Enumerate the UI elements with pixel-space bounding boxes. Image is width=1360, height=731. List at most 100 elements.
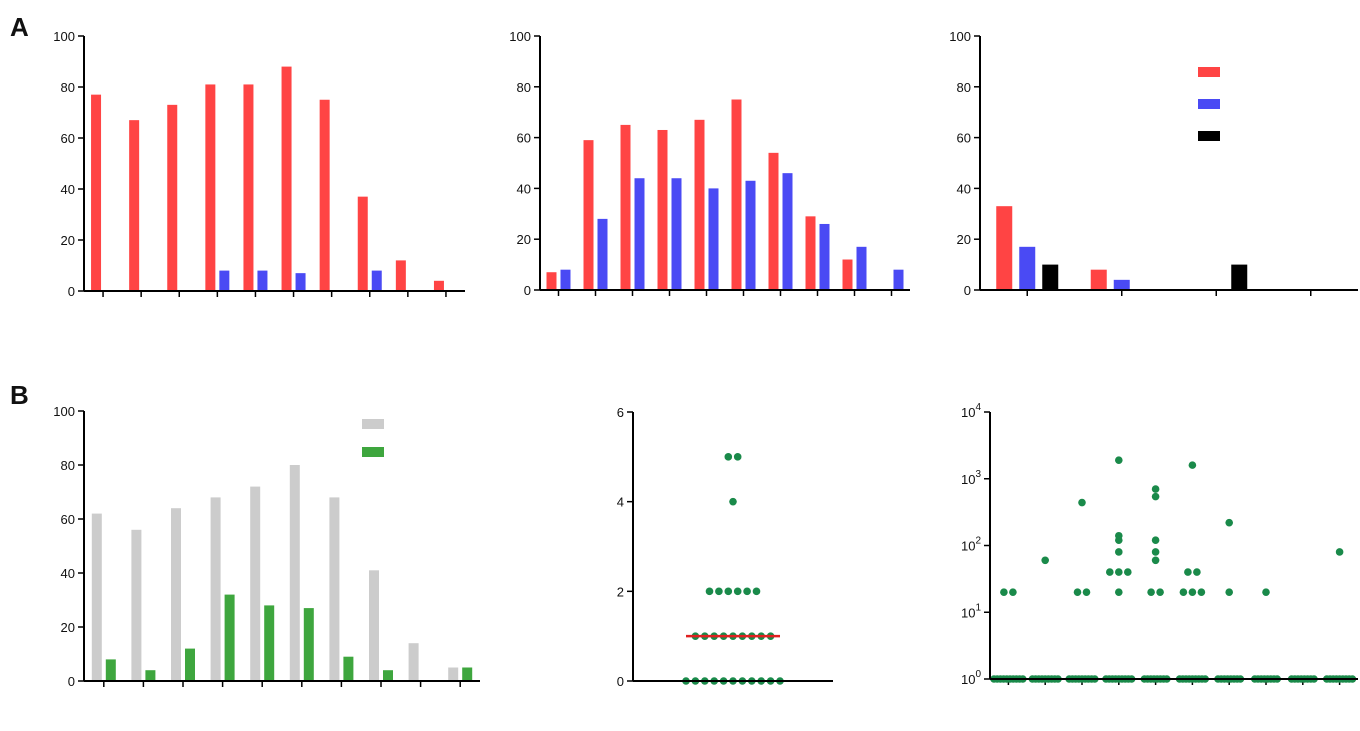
titers-point (1082, 588, 1091, 596)
nasal-bar-intranasal-vaccine (281, 66, 292, 291)
intranasal-bar-qpcr (250, 486, 261, 681)
nasal-bar-intranasal-vaccine (357, 196, 368, 291)
rectal-y-tick-label: 40 (957, 181, 971, 196)
rectal-legend-swatch (1198, 131, 1220, 141)
rectal-bar-tonsillar-vaccine (1113, 279, 1130, 290)
nasal-y-tick-label: 100 (53, 29, 75, 44)
duration-y-tick-label: 4 (617, 495, 624, 510)
tonsillar-bar-tonsillar-vaccine (782, 173, 793, 290)
titers-point (1000, 588, 1008, 596)
tonsillar-bar-tonsillar-vaccine (708, 188, 719, 290)
titers-y-tick-label-exp: 2 (975, 536, 981, 547)
titers-point (1115, 568, 1123, 576)
titers-y-tick-label: 102 (961, 536, 981, 554)
titers-y-tick-label-base: 10 (961, 672, 975, 687)
nasal-bar-intranasal-vaccine (205, 84, 216, 291)
intranasal-bar-qpcr (329, 497, 340, 681)
intranasal-bar-qpcr (171, 508, 181, 681)
titers-y-tick-label-exp: 1 (975, 602, 981, 613)
nasal-bar-intranasal-vaccine (319, 99, 330, 291)
tonsillar-y-tick-label: 40 (517, 181, 531, 196)
nasal-y-tick-label: 0 (68, 284, 75, 299)
titers-point (1151, 492, 1160, 501)
duration-y-tick-label: 2 (617, 584, 624, 599)
tonsillar-bar-tonsillar-vaccine (745, 180, 756, 290)
rectal-y-tick-label: 60 (957, 131, 971, 146)
tonsillar-y-tick-label: 0 (524, 283, 531, 298)
titers-point (1073, 588, 1082, 596)
titers-y-tick-label-base: 10 (961, 472, 975, 487)
intranasal-bar-virus-recovery (303, 608, 314, 681)
tonsillar-bar-intranasal-vaccine (731, 99, 742, 290)
titers-point (1225, 588, 1233, 596)
tonsillar-bar-tonsillar-vaccine (671, 178, 682, 290)
intranasal-y-tick-label: 40 (61, 566, 75, 581)
tonsillar-bar-tonsillar-vaccine (893, 269, 904, 290)
intranasal-bar-qpcr (408, 643, 419, 681)
tonsillar-y-tick-label: 60 (517, 131, 531, 146)
nasal-bar-intranasal-vaccine (129, 120, 140, 292)
titers-point (1225, 518, 1233, 527)
nasal-y-tick-label: 80 (61, 80, 75, 95)
titers-point (1335, 548, 1344, 556)
duration-point (733, 587, 742, 596)
titers-point (1078, 498, 1086, 507)
titers-point (1188, 588, 1197, 596)
titers-y-tick-label-base: 10 (961, 539, 975, 554)
intranasal-bar-virus-recovery (185, 648, 195, 681)
panel-label-a: A (10, 12, 29, 42)
nasal-bar-tonsillar-vaccine (219, 270, 230, 291)
duration-point (752, 587, 761, 596)
tonsillar-bar-tonsillar-vaccine (819, 223, 830, 290)
tonsillar-bar-intranasal-vaccine (805, 216, 816, 290)
rectal-y-tick-label: 80 (957, 80, 971, 95)
nasal-bar-intranasal-vaccine (167, 104, 178, 291)
nasal-bar-tonsillar-vaccine (257, 270, 268, 291)
titers-point (1115, 531, 1123, 540)
titers-point (1115, 588, 1123, 596)
duration-point (715, 587, 723, 596)
titers-y-tick-label-exp: 3 (975, 469, 981, 480)
intranasal-bar-virus-recovery (383, 670, 393, 681)
titers-point (1151, 536, 1160, 545)
nasal-bar-tonsillar-vaccine (295, 273, 306, 291)
tonsillar-bar-intranasal-vaccine (657, 129, 668, 290)
rectal-legend-swatch (1198, 67, 1220, 77)
duration-point (724, 587, 733, 596)
titers-y-tick-label-exp: 0 (975, 669, 981, 680)
intranasal-bar-qpcr (131, 529, 142, 681)
tonsillar-y-tick-label: 20 (517, 232, 531, 247)
intranasal-y-tick-label: 0 (68, 674, 75, 689)
titers-y-tick-label: 104 (961, 402, 981, 420)
intranasal-y-tick-label: 20 (61, 620, 75, 635)
duration-y-tick-label: 6 (617, 405, 624, 420)
nasal-bar-intranasal-vaccine (395, 260, 406, 291)
rectal-bar-oral-capsule-vaccine (1231, 264, 1248, 290)
titers-y-tick-label: 100 (961, 669, 981, 687)
intranasal-bar-virus-recovery (264, 605, 275, 681)
intranasal-bar-chart: 0 20 40 60 80 100 (53, 404, 480, 689)
rectal-bar-intranasal-vaccine (996, 206, 1013, 290)
tonsillar-bar-tonsillar-vaccine (597, 218, 608, 290)
titers-y-tick-label-base: 10 (961, 405, 975, 420)
tonsillar-bar-tonsillar-vaccine (634, 178, 645, 290)
titers-y-tick-label-base: 10 (961, 605, 975, 620)
rectal-y-tick-label: 20 (957, 232, 971, 247)
panel-label-b: B (10, 380, 29, 410)
rectal-bar-tonsillar-vaccine (1019, 246, 1036, 290)
intranasal-bar-qpcr (369, 570, 379, 681)
intranasal-y-tick-label: 100 (53, 404, 75, 419)
titers-point (1151, 556, 1160, 565)
titers-point (1124, 568, 1132, 576)
intranasal-legend-swatch (362, 447, 384, 457)
nasal-bar-intranasal-vaccine (243, 84, 254, 291)
titers-point (1009, 588, 1017, 596)
intranasal-bar-qpcr (210, 497, 221, 681)
titers-y-tick-label-exp: 4 (975, 402, 981, 413)
duration-y-tick-label: 0 (617, 674, 624, 689)
duration-point (743, 587, 751, 596)
nasal-bar-tonsillar-vaccine (371, 270, 382, 291)
intranasal-legend-swatch (362, 419, 384, 429)
titers-point (1193, 568, 1201, 576)
